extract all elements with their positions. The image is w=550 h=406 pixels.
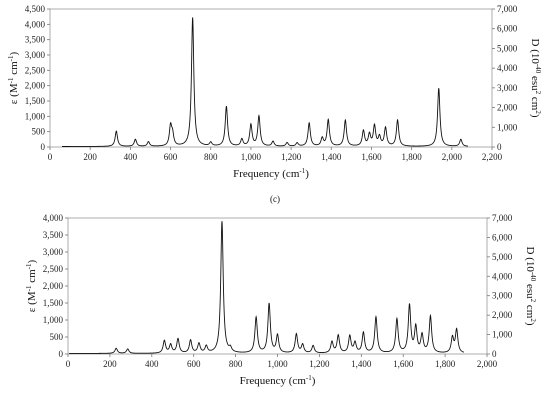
x-tick-label: 1,000 — [241, 152, 262, 162]
x-tick-label: 600 — [187, 359, 201, 369]
y-left-tick-label: 500 — [32, 127, 46, 137]
x-tick-label: 1,000 — [267, 359, 288, 369]
y-left-tick-label: 3,500 — [43, 230, 64, 240]
y-left-tick-label: 0 — [59, 349, 64, 359]
y-right-tick-label: 6,000 — [497, 24, 518, 34]
y-left-tick-label: 3,000 — [25, 50, 46, 60]
y-right-tick-label: 5,000 — [497, 43, 518, 53]
top-spectrum-panel: 0 200 400 600 800 1,000 1,200 1,400 1,600 1,800 2,… — [7, 4, 542, 180]
x-tick-label: 1,200 — [309, 359, 330, 369]
x-tick-label: 400 — [124, 152, 138, 162]
bottom-spectrum-panel: 0 200 400 600 800 1,000 1,200 1,400 1,600 1,800 2,… — [25, 194, 537, 387]
y-right-tick-label: 4,000 — [497, 63, 518, 73]
y-left-axis-label: ε (M-1 cm-1) — [7, 51, 20, 104]
x-tick-label: 400 — [145, 359, 159, 369]
y-right-tick-label: 1,000 — [492, 330, 513, 340]
y-right-axis-label: D (10-40 esu2 cm2) — [529, 39, 542, 118]
x-tick-label: 800 — [204, 152, 218, 162]
x-tick-label: 2,000 — [442, 152, 463, 162]
x-tick-label: 1,600 — [361, 152, 382, 162]
y-left-tick-label: 1,500 — [25, 96, 46, 106]
x-axis-label: Frequency (cm-1) — [233, 167, 309, 180]
x-tick-label: 2,200 — [482, 152, 503, 162]
y-left-tick-label: 2,000 — [43, 281, 64, 291]
y-right-axis-label: D (10-40 esu2 cm2) — [524, 247, 537, 326]
y-right-tick-label: 7,000 — [492, 213, 513, 223]
x-tick-label: 200 — [103, 359, 117, 369]
y-left-tick-label: 2,500 — [25, 65, 46, 75]
spectrum-line — [62, 17, 468, 147]
y-left-tick-label: 4,500 — [25, 4, 46, 14]
x-tick-label: 1,400 — [351, 359, 372, 369]
y-right-tick-label: 7,000 — [497, 4, 518, 14]
x-tick-label: 1,200 — [281, 152, 302, 162]
x-tick-label: 200 — [83, 152, 97, 162]
y-right-tick-label: 0 — [497, 142, 502, 152]
y-right-tick-label: 6,000 — [492, 232, 513, 242]
y-right-tick-label: 3,000 — [492, 291, 513, 301]
y-right-tick-label: 2,000 — [497, 103, 518, 113]
y-left-tick-label: 0 — [41, 142, 46, 152]
x-tick-label: 1,800 — [435, 359, 456, 369]
plot-frame — [49, 8, 493, 148]
y-right-tick-label: 2,000 — [492, 310, 513, 320]
y-right-tick-label: 1,000 — [497, 122, 518, 132]
y-left-tick-label: 1,000 — [43, 315, 64, 325]
x-tick-label: 600 — [164, 152, 178, 162]
x-tick-label: 800 — [229, 359, 243, 369]
x-tick-label: 1,800 — [402, 152, 423, 162]
y-right-tick-label: 0 — [492, 349, 497, 359]
y-left-tick-label: 3,500 — [25, 35, 46, 45]
y-left-tick-label: 1,000 — [25, 111, 46, 121]
y-left-tick-label: 1,500 — [43, 298, 64, 308]
spectrum-line — [69, 221, 465, 354]
panel-caption: (c) — [270, 194, 280, 204]
y-right-tick-label: 4,000 — [492, 271, 513, 281]
x-tick-label: 1,400 — [321, 152, 342, 162]
y-left-tick-label: 3,000 — [43, 247, 64, 257]
y-left-axis-label: ε (M-1 cm-1) — [25, 259, 38, 312]
y-left-tick-label: 4,000 — [25, 19, 46, 29]
y-left-tick-label: 500 — [50, 332, 64, 342]
x-axis-label: Frequency (cm-1) — [240, 374, 316, 387]
y-right-tick-label: 3,000 — [497, 83, 518, 93]
y-left-tick-label: 2,500 — [43, 264, 64, 274]
y-right-tick-label: 5,000 — [492, 252, 513, 262]
x-tick-label: 0 — [66, 359, 71, 369]
x-tick-label: 0 — [48, 152, 53, 162]
x-tick-label: 2,000 — [477, 359, 498, 369]
y-left-tick-label: 4,000 — [43, 213, 64, 223]
y-left-tick-label: 2,000 — [25, 81, 46, 91]
x-tick-label: 1,600 — [393, 359, 414, 369]
